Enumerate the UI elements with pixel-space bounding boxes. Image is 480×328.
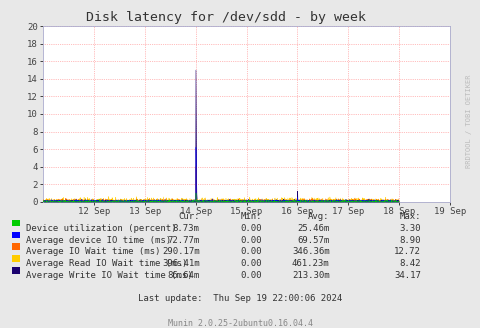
Text: 290.17m: 290.17m <box>162 247 199 256</box>
Text: 461.23m: 461.23m <box>291 259 329 268</box>
Text: Average Write IO Wait time (ms): Average Write IO Wait time (ms) <box>26 271 192 280</box>
Text: 0.00: 0.00 <box>240 271 262 280</box>
Text: 0.00: 0.00 <box>240 247 262 256</box>
Text: Average Read IO Wait time (ms): Average Read IO Wait time (ms) <box>26 259 187 268</box>
Text: Disk latency for /dev/sdd - by week: Disk latency for /dev/sdd - by week <box>86 11 365 25</box>
Text: 86.64m: 86.64m <box>167 271 199 280</box>
Text: 346.36m: 346.36m <box>291 247 329 256</box>
Text: Munin 2.0.25-2ubuntu0.16.04.4: Munin 2.0.25-2ubuntu0.16.04.4 <box>168 319 312 328</box>
Text: 3.30: 3.30 <box>398 224 420 233</box>
Text: Device utilization (percent): Device utilization (percent) <box>26 224 177 233</box>
Text: 8.90: 8.90 <box>398 236 420 244</box>
Text: 12.72: 12.72 <box>393 247 420 256</box>
Text: Average device IO time (ms): Average device IO time (ms) <box>26 236 171 244</box>
Text: RRDTOOL / TOBI OETIKER: RRDTOOL / TOBI OETIKER <box>465 74 471 168</box>
Text: 25.46m: 25.46m <box>297 224 329 233</box>
Text: Min:: Min: <box>240 212 262 220</box>
Text: Last update:  Thu Sep 19 22:00:06 2024: Last update: Thu Sep 19 22:00:06 2024 <box>138 294 342 302</box>
Text: 72.77m: 72.77m <box>167 236 199 244</box>
Text: Average IO Wait time (ms): Average IO Wait time (ms) <box>26 247 160 256</box>
Text: 8.42: 8.42 <box>398 259 420 268</box>
Text: 0.00: 0.00 <box>240 224 262 233</box>
Text: Max:: Max: <box>398 212 420 220</box>
Text: 69.57m: 69.57m <box>297 236 329 244</box>
Text: 0.00: 0.00 <box>240 259 262 268</box>
Text: 8.73m: 8.73m <box>172 224 199 233</box>
Text: 396.41m: 396.41m <box>162 259 199 268</box>
Text: 213.30m: 213.30m <box>291 271 329 280</box>
Text: Avg:: Avg: <box>307 212 329 220</box>
Text: 0.00: 0.00 <box>240 236 262 244</box>
Text: 34.17: 34.17 <box>393 271 420 280</box>
Text: Cur:: Cur: <box>178 212 199 220</box>
